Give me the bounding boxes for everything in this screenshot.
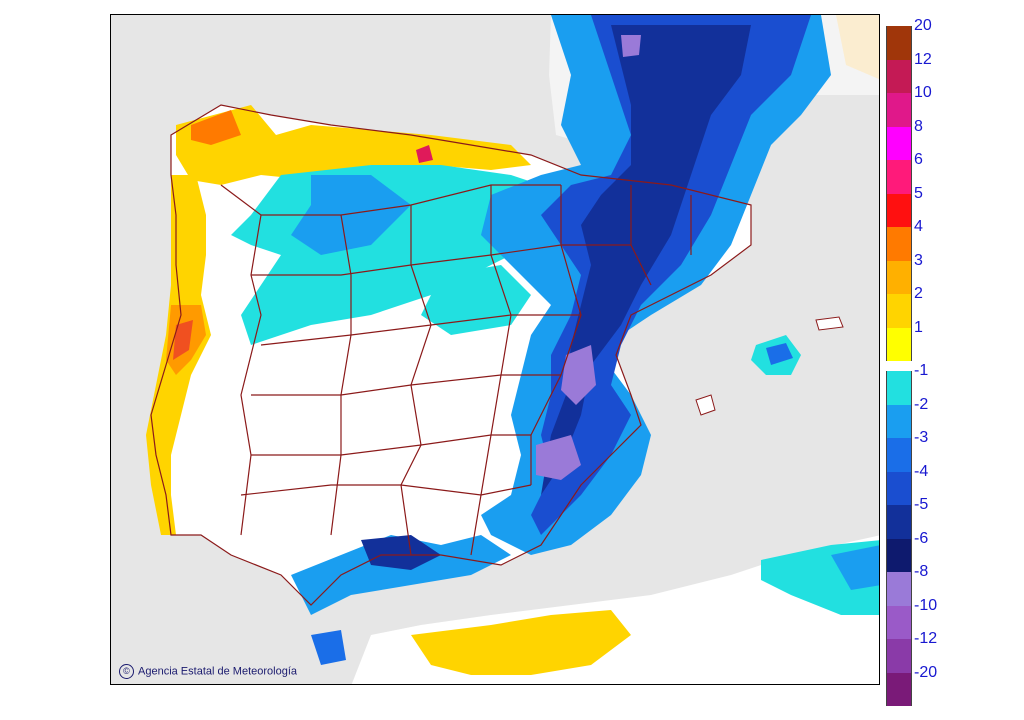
anomaly-map: © Agencia Estatal de Meteorología (110, 14, 880, 685)
legend-label-5: 5 (914, 184, 923, 202)
legend-swatch-6 (886, 160, 912, 194)
legend-label--3: -3 (914, 429, 929, 446)
anomaly-pyrenees-purple (621, 35, 641, 57)
legend-label--10: -10 (914, 596, 938, 614)
anomaly-galicia-orange (191, 110, 241, 145)
legend-label-2: 2 (914, 285, 923, 302)
legend-swatch-4 (886, 227, 912, 261)
legend-swatch--1 (886, 371, 912, 405)
anomaly-east-darkblue (531, 15, 811, 535)
legend-label--8: -8 (914, 563, 929, 580)
credit-text: Agencia Estatal de Meteorología (138, 665, 297, 678)
legend-swatch-10 (886, 93, 912, 127)
legend-swatch-8 (886, 126, 912, 160)
ceuta-blue (311, 630, 346, 665)
legend-label-4: 4 (914, 218, 923, 235)
mallorca-core (766, 343, 793, 365)
legend-swatch--20 (886, 672, 912, 706)
legend-swatch-2 (886, 294, 912, 328)
copyright-icon: © (119, 664, 134, 679)
anomaly-east-navy (541, 25, 751, 495)
menorca (815, 316, 844, 331)
anomaly-galicia (176, 105, 531, 185)
legend-swatch--12 (886, 639, 912, 673)
legend-label-12: 12 (914, 50, 932, 68)
legend-swatch-5 (886, 193, 912, 227)
legend-swatch-20 (886, 26, 912, 60)
legend-label-6: 6 (914, 151, 923, 168)
legend-swatch--10 (886, 605, 912, 639)
legend-label-8: 8 (914, 117, 923, 135)
ibiza (695, 394, 716, 416)
iberia-map-graphic (146, 15, 879, 684)
province-borders (150, 104, 752, 606)
legend-label-3: 3 (914, 251, 923, 269)
legend-label--6: -6 (914, 529, 929, 547)
legend-swatch--5 (886, 505, 912, 539)
africa-yellow (411, 610, 631, 675)
africa-blue (831, 545, 879, 590)
credit-line: © Agencia Estatal de Meteorología (119, 664, 297, 679)
france-corner (836, 15, 879, 80)
legend-label--20: -20 (914, 663, 938, 681)
legend-label-10: 10 (914, 84, 932, 101)
legend-label--4: -4 (914, 462, 929, 480)
anomaly-north-blue (291, 175, 411, 255)
legend-swatch--8 (886, 572, 912, 606)
anomaly-south-dark (361, 535, 441, 570)
anomaly-murcia-purple (536, 435, 581, 480)
legend-swatch-3 (886, 260, 912, 294)
anomaly-central-cyan (421, 265, 531, 335)
legend-label-1: 1 (914, 318, 923, 336)
legend-swatch--4 (886, 471, 912, 505)
legend-swatch--2 (886, 404, 912, 438)
color-legend: 20 12 10 8 6 5 4 3 2 1 -1 -2 -3 -4 -5 -6 -8 -10 -12 -20 (886, 18, 1006, 706)
legend-label--12: -12 (914, 630, 938, 647)
anomaly-valencia-purple (561, 345, 596, 405)
legend-swatch-1 (886, 327, 912, 361)
legend-label--2: -2 (914, 395, 929, 413)
legend-label--1: -1 (914, 362, 929, 379)
legend-label-20: 20 (914, 17, 932, 34)
legend-swatch--6 (886, 538, 912, 572)
legend-swatch--3 (886, 438, 912, 472)
anomaly-south-blue (291, 535, 511, 615)
anomaly-basque-red (416, 145, 433, 163)
legend-label--5: -5 (914, 496, 929, 513)
anomaly-portugal-red (173, 320, 193, 360)
legend-swatch-12 (886, 59, 912, 93)
